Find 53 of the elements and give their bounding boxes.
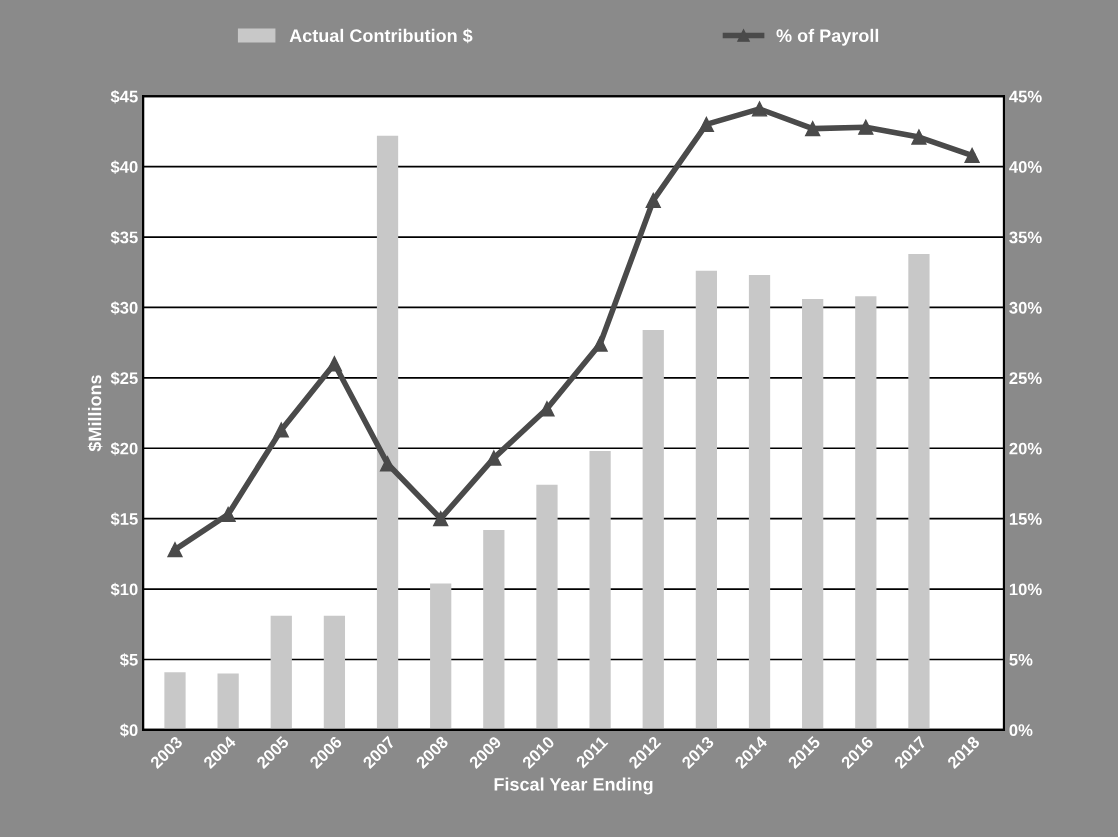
point [751,101,768,117]
y2-tick-label: 20% [1009,442,1042,455]
bar [802,299,824,730]
y-tick-label: $10 [110,582,138,597]
y2-tick-label: 35% [1009,231,1042,244]
y2-tick-label: 15% [1009,513,1042,525]
y2-tick-label: 5% [1009,653,1033,666]
x-axis-title: Fiscal Year Ending [494,777,653,795]
bar [483,529,505,730]
point [858,119,874,135]
point [911,129,927,145]
point [805,120,821,137]
legend-label: % of Payroll [776,28,879,46]
y2-tick-label: 25% [1009,372,1042,385]
bar [855,296,877,730]
bar [536,484,558,730]
y-tick-label: $25 [110,371,138,386]
point [167,541,183,558]
bar [908,253,930,730]
y-tick-label: $0 [119,723,138,738]
y2-tick-label: 0% [1009,724,1033,737]
y-tick-label: $5 [119,653,138,667]
point [273,422,289,438]
point [964,147,980,164]
y-axis-title: $Millions [87,375,103,452]
point [220,506,236,523]
point [645,192,661,209]
bar [217,673,239,730]
y-tick-label: $40 [110,160,138,174]
y2-tick-label: 40% [1009,161,1042,173]
y2-tick-label: 45% [1009,90,1042,103]
bar [270,615,292,730]
point [433,511,449,527]
point [592,336,608,352]
bar [376,135,399,730]
y-tick-label: $15 [110,512,138,526]
y-tick-label: $45 [110,89,138,104]
point [698,116,715,133]
y2-tick-label: 10% [1009,583,1042,596]
point [486,450,502,466]
y-tick-label: $30 [110,301,138,315]
bar [164,672,186,730]
bar [323,615,346,730]
y2-tick-label: 30% [1009,301,1042,314]
point [326,356,343,372]
y-tick-label: $35 [110,230,138,245]
bar [589,451,611,730]
bar [642,329,664,730]
bar [430,583,452,730]
bar [748,275,771,730]
bar [695,270,718,730]
legend-label: Actual Contribution $ [289,28,473,44]
y-tick-label: $20 [110,441,138,456]
